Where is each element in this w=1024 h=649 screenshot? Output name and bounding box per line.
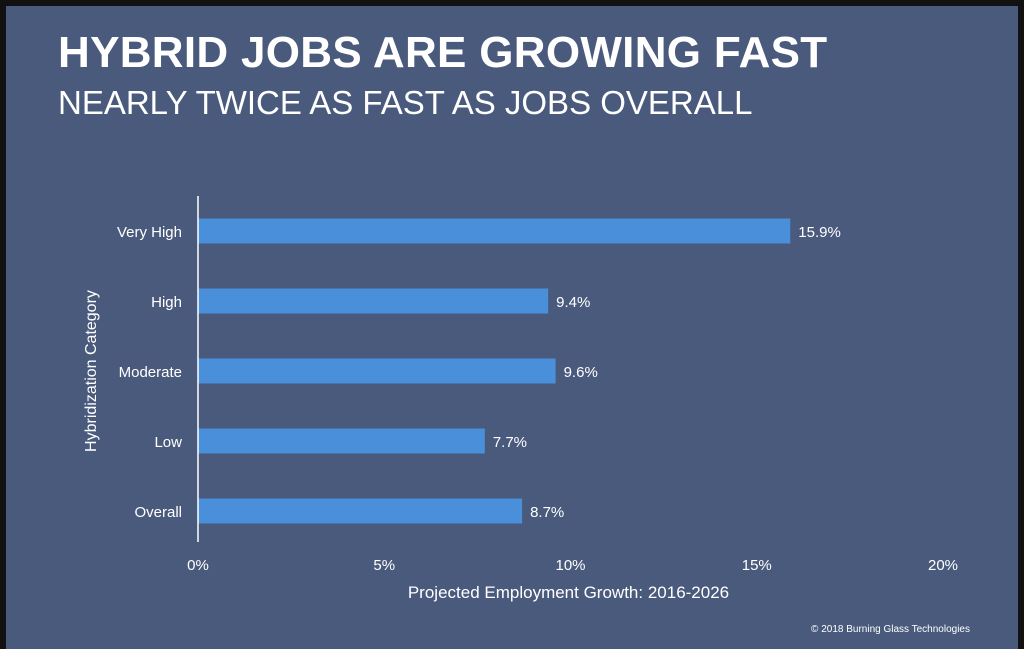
slide-title: HYBRID JOBS ARE GROWING FAST <box>58 28 828 77</box>
y-axis-title: Hybridization Category <box>83 290 100 452</box>
labels-group: Very High 15.9% High 9.4% Moderate 9.6% Low 7.7… <box>117 224 958 574</box>
bar <box>198 428 485 454</box>
copyright-notice: © 2018 Burning Glass Technologies <box>811 624 970 635</box>
slide: HYBRID JOBS ARE GROWING FAST NEARLY TWIC… <box>6 6 1018 649</box>
bars-group <box>198 218 791 524</box>
value-label: 15.9% <box>798 224 841 241</box>
value-label: 7.7% <box>493 434 527 451</box>
value-label: 9.4% <box>556 294 590 311</box>
x-tick-label: 10% <box>555 557 585 574</box>
slide-subtitle: NEARLY TWICE AS FAST AS JOBS OVERALL <box>58 84 753 121</box>
x-tick-label: 15% <box>742 557 772 574</box>
bar <box>198 218 791 244</box>
value-label: 8.7% <box>530 504 564 521</box>
x-tick-label: 5% <box>373 557 395 574</box>
x-tick-label: 20% <box>928 557 958 574</box>
bar <box>198 358 556 384</box>
category-label: Very High <box>117 224 182 241</box>
bar-chart: Very High 15.9% High 9.4% Moderate 9.6% Low 7.7… <box>83 196 958 602</box>
category-label: Overall <box>134 504 182 521</box>
bar <box>198 498 523 524</box>
bar <box>198 288 549 314</box>
value-label: 9.6% <box>564 364 598 381</box>
x-axis-title: Projected Employment Growth: 2016-2026 <box>408 583 729 602</box>
x-tick-label: 0% <box>187 557 209 574</box>
category-label: Low <box>154 434 182 451</box>
category-label: Moderate <box>119 364 182 381</box>
category-label: High <box>151 294 182 311</box>
